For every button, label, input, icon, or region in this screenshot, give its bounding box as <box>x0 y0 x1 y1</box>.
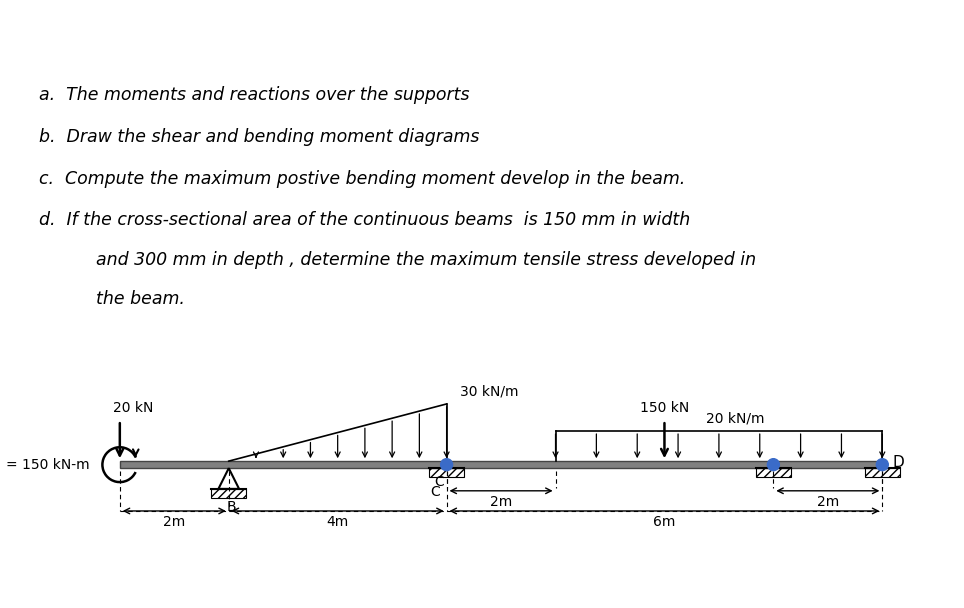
Text: C: C <box>430 485 440 499</box>
Bar <box>429 468 465 477</box>
Text: 20 kN: 20 kN <box>113 401 153 415</box>
Text: d.  If the cross-sectional area of the continuous beams  is 150 mm in width: d. If the cross-sectional area of the co… <box>39 212 690 229</box>
Text: 150 kN: 150 kN <box>640 401 689 415</box>
Text: b.  Draw the shear and bending moment diagrams: b. Draw the shear and bending moment dia… <box>39 128 479 146</box>
Text: C: C <box>434 475 443 489</box>
Circle shape <box>767 458 779 471</box>
Text: and 300 mm in depth , determine the maximum tensile stress developed in: and 300 mm in depth , determine the maxi… <box>96 250 757 269</box>
Circle shape <box>876 458 888 471</box>
Text: the beam.: the beam. <box>96 290 185 308</box>
Circle shape <box>441 458 452 471</box>
Text: c.  Compute the maximum postive bending moment develop in the beam.: c. Compute the maximum postive bending m… <box>39 170 684 188</box>
Text: = 150 kN-m: = 150 kN-m <box>6 458 90 472</box>
Text: a.  The moments and reactions over the supports: a. The moments and reactions over the su… <box>39 86 469 105</box>
Bar <box>120 461 882 468</box>
Text: 2m: 2m <box>490 495 512 509</box>
Text: 20 kN/m: 20 kN/m <box>706 412 764 426</box>
Bar <box>211 489 247 497</box>
Bar <box>756 468 791 477</box>
Text: 4m: 4m <box>327 516 349 530</box>
Text: 30 kN/m: 30 kN/m <box>460 384 519 398</box>
Text: B: B <box>227 500 236 514</box>
Bar <box>865 468 900 477</box>
Text: 6m: 6m <box>654 516 676 530</box>
Text: D: D <box>892 455 904 470</box>
Text: 2m: 2m <box>163 516 185 530</box>
Text: 2m: 2m <box>817 495 839 509</box>
